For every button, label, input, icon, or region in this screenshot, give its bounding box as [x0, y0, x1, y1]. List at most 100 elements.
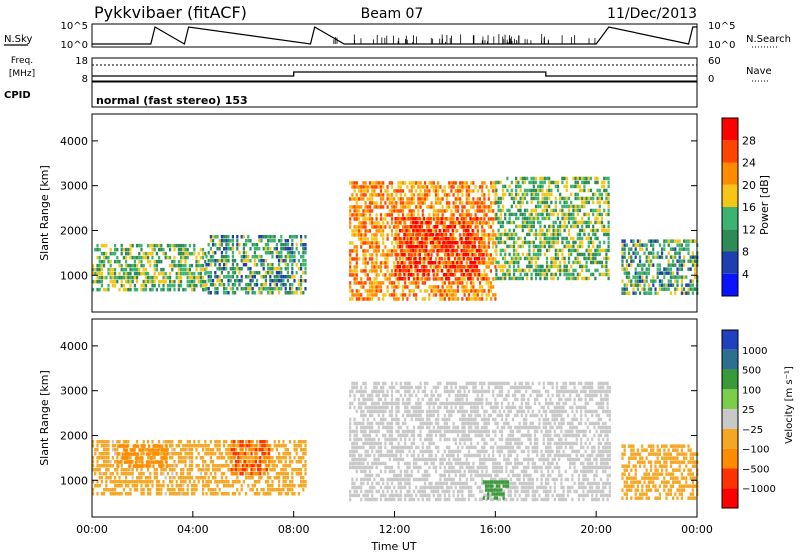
heatmap-cell — [406, 225, 409, 229]
heatmap-cell — [273, 460, 276, 464]
heatmap-cell — [423, 185, 427, 189]
heatmap-cell — [532, 256, 535, 261]
heatmap-cell — [371, 289, 374, 293]
heatmap-cell — [289, 440, 292, 444]
heatmap-cell — [216, 275, 219, 279]
heatmap-cell — [485, 185, 488, 189]
heatmap-cell — [182, 267, 185, 272]
heatmap-cell — [687, 267, 690, 271]
heatmap-cell — [375, 261, 378, 265]
heatmap-cell — [532, 244, 535, 249]
heatmap-cell — [297, 279, 300, 283]
heatmap-cell — [100, 267, 103, 272]
heatmap-cell — [528, 232, 531, 237]
heatmap-cell — [184, 456, 187, 460]
heatmap-cell — [94, 271, 97, 276]
heatmap-cell — [515, 240, 518, 245]
heatmap-cell — [264, 247, 267, 251]
heatmap-cell — [364, 453, 367, 458]
heatmap-cell — [259, 460, 262, 464]
heatmap-cell — [171, 464, 174, 468]
heatmap-cell — [231, 271, 234, 275]
heatmap-cell — [366, 437, 369, 442]
heatmap-cell — [153, 259, 156, 264]
heatmap-cell — [275, 251, 278, 255]
heatmap-cell — [269, 468, 272, 472]
heatmap-cell — [304, 460, 307, 464]
heatmap-cell — [487, 209, 490, 213]
heatmap-cell — [683, 275, 686, 279]
heatmap-cell — [471, 261, 474, 265]
heatmap-cell — [364, 269, 367, 273]
heatmap-cell — [364, 281, 367, 285]
heatmap-cell — [470, 181, 473, 185]
heatmap-cell — [386, 289, 389, 293]
heatmap-cell — [494, 257, 497, 261]
heatmap-cell — [393, 189, 396, 193]
heatmap-cell — [465, 273, 468, 277]
heatmap-cell — [447, 277, 450, 281]
heatmap-cell — [683, 291, 686, 295]
heatmap-cell — [262, 448, 265, 452]
heatmap-cell — [263, 460, 266, 464]
heatmap-cell — [227, 283, 230, 287]
heatmap-cell — [368, 185, 372, 189]
heatmap-cell — [98, 259, 101, 264]
heatmap-cell — [408, 205, 411, 209]
heatmap-cell — [214, 468, 217, 472]
heatmap-cell — [212, 279, 215, 283]
heatmap-cell — [275, 448, 278, 452]
heatmap-cell — [114, 251, 117, 256]
heatmap-cell — [207, 279, 210, 283]
heatmap-cell — [548, 236, 551, 241]
heatmap-cell — [554, 180, 557, 185]
heatmap-cell — [284, 287, 287, 291]
heatmap-cell — [373, 417, 376, 422]
heatmap-cell — [227, 275, 230, 279]
heatmap-cell — [412, 249, 415, 253]
heatmap-cell — [382, 225, 385, 229]
heatmap-cell — [521, 220, 524, 225]
heatmap-cell — [508, 184, 511, 189]
heatmap-cell — [663, 283, 666, 287]
heatmap-cell — [362, 181, 365, 185]
heatmap-cell — [245, 291, 248, 295]
heatmap-cell — [207, 452, 210, 456]
heatmap-cell — [197, 480, 200, 484]
heatmap-cell — [271, 251, 274, 255]
heatmap-cell — [537, 188, 540, 193]
heatmap-cell — [252, 448, 255, 452]
heatmap-cell — [293, 444, 296, 448]
heatmap-cell — [517, 256, 520, 261]
heatmap-cell — [442, 265, 446, 269]
heatmap-cell — [364, 405, 367, 410]
heatmap-cell — [379, 185, 383, 189]
heatmap-cell — [357, 289, 361, 293]
heatmap-cell — [415, 297, 418, 301]
heatmap-cell — [245, 259, 248, 263]
heatmap-cell — [530, 208, 533, 213]
heatmap-cell — [357, 465, 361, 470]
heatmap-cell — [280, 247, 283, 251]
heatmap-cell — [454, 289, 457, 293]
heatmap-cell — [390, 221, 394, 225]
heatmap-cell — [142, 251, 145, 256]
heatmap-cell — [232, 440, 235, 444]
heatmap-cell — [249, 456, 252, 460]
heatmap-cell — [482, 241, 485, 245]
heatmap-cell — [357, 281, 361, 285]
heatmap-cell — [253, 271, 256, 275]
heatmap-cell — [414, 221, 417, 225]
heatmap-cell — [417, 253, 420, 257]
heatmap-cell — [186, 247, 189, 252]
heatmap-cell — [278, 291, 281, 295]
heatmap-cell — [421, 197, 424, 201]
heatmap-cell — [282, 472, 285, 476]
heatmap-cell — [280, 283, 283, 287]
heatmap-cell — [163, 456, 166, 460]
heatmap-cell — [357, 493, 361, 498]
heatmap-cell — [521, 216, 524, 221]
heatmap-cell — [197, 468, 200, 472]
heatmap-cell — [419, 197, 422, 201]
heatmap-cell — [406, 205, 409, 209]
